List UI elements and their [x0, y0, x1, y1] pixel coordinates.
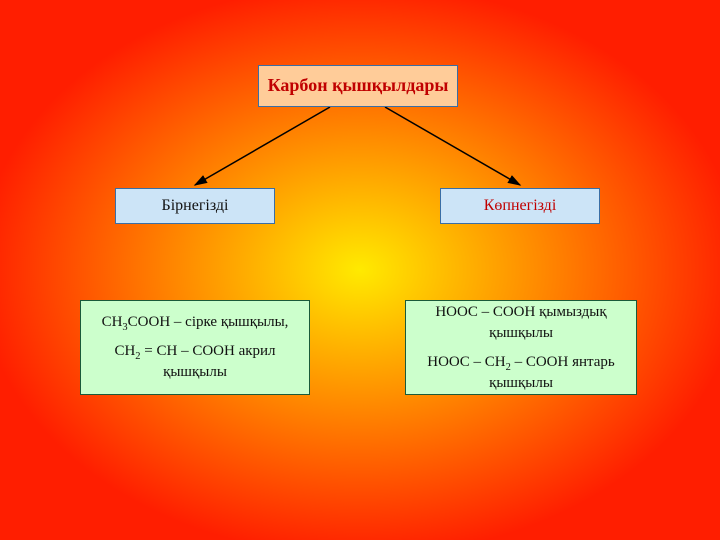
example-line: HOOC – CH2 – COOH янтарь қышқылы [412, 352, 630, 394]
child-label-mono: Бірнегізді [162, 195, 229, 217]
child-node-poly: Көпнегізді [440, 188, 600, 224]
example-box-mono: CH3COOH – сірке қышқылы, CH2 = CH – COOH … [80, 300, 310, 395]
example-line: CH2 = CH – COOH акрил қышқылы [87, 341, 303, 383]
example-box-poly: HOOC – COOH қымыздық қышқылы HOOC – CH2 –… [405, 300, 637, 395]
example-line: CH3COOH – сірке қышқылы, [102, 312, 289, 333]
example-line: HOOC – COOH қымыздық қышқылы [412, 302, 630, 344]
slide: Карбон қышқылдары Бірнегізді Көпнегізді … [0, 0, 720, 540]
root-label: Карбон қышқылдары [268, 73, 449, 98]
child-node-mono: Бірнегізді [115, 188, 275, 224]
root-node: Карбон қышқылдары [258, 65, 458, 107]
child-label-poly: Көпнегізді [484, 195, 557, 217]
